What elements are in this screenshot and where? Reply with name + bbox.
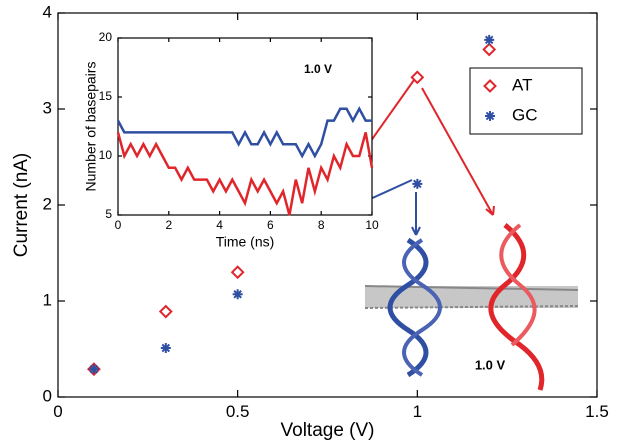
marker-asterisk xyxy=(88,364,99,375)
y-axis-label: Current (nA) xyxy=(11,153,32,258)
marker-diamond xyxy=(87,362,101,377)
helix-red xyxy=(488,223,545,391)
x-tick-label: 0.5 xyxy=(226,402,250,421)
marker-diamond xyxy=(158,304,173,319)
marker-asterisk xyxy=(160,343,171,354)
y-tick-label: 10 xyxy=(99,148,113,162)
membrane-edge xyxy=(364,305,579,309)
y-tick-label: 5 xyxy=(105,207,112,221)
y-tick-label: 2 xyxy=(43,194,52,213)
y-tick-label: 15 xyxy=(99,89,113,103)
y-tick-label: 4 xyxy=(43,2,52,21)
dna-illustration xyxy=(364,223,579,391)
marker-asterisk xyxy=(232,289,243,300)
membrane-edge xyxy=(364,285,579,291)
helix-blue xyxy=(402,238,442,377)
y-tick-label: 1 xyxy=(43,290,52,309)
y-axis-label: Number of basepairs xyxy=(83,62,99,192)
arrow-head xyxy=(485,205,495,216)
marker-diamond xyxy=(483,79,497,93)
arrow-head xyxy=(411,226,421,236)
marker-diamond xyxy=(410,70,425,85)
x-axis-label: Voltage (V) xyxy=(281,420,375,441)
x-tick-label: 4 xyxy=(216,218,223,232)
data-line xyxy=(116,132,374,216)
legend-box xyxy=(469,67,583,135)
data-line xyxy=(116,106,372,159)
marker-diamond xyxy=(482,42,497,57)
inset-background xyxy=(118,38,372,215)
annotation: 1.0 V xyxy=(475,357,506,372)
marker-asterisk xyxy=(412,178,423,189)
x-tick-label: 1.5 xyxy=(585,402,609,421)
plot-frame xyxy=(117,37,373,216)
arrow xyxy=(421,87,494,216)
helix-blue xyxy=(387,237,429,378)
marker-diamond xyxy=(230,265,245,280)
x-tick-label: 8 xyxy=(318,218,325,232)
legend: AT GC xyxy=(469,67,583,135)
x-tick-label: 0 xyxy=(115,218,122,232)
y-tick-label: 20 xyxy=(99,30,113,44)
legend-label: GC xyxy=(512,105,538,124)
marker-asterisk xyxy=(484,34,495,45)
arrow xyxy=(367,179,413,201)
helix-red xyxy=(499,223,537,347)
inset-annotation: 1.0 V xyxy=(304,62,332,76)
legend-label: AT xyxy=(512,75,532,94)
x-tick-label: 0 xyxy=(53,402,62,421)
x-tick-label: 10 xyxy=(365,218,379,232)
marker-asterisk xyxy=(485,111,495,121)
x-axis-label: Time (ns) xyxy=(216,234,275,250)
y-tick-label: 0 xyxy=(43,386,52,405)
x-tick-label: 2 xyxy=(165,218,172,232)
x-tick-label: 6 xyxy=(267,218,274,232)
y-tick-label: 3 xyxy=(43,98,52,117)
legend-items: AT GC xyxy=(483,75,538,124)
x-tick-label: 1 xyxy=(413,402,422,421)
